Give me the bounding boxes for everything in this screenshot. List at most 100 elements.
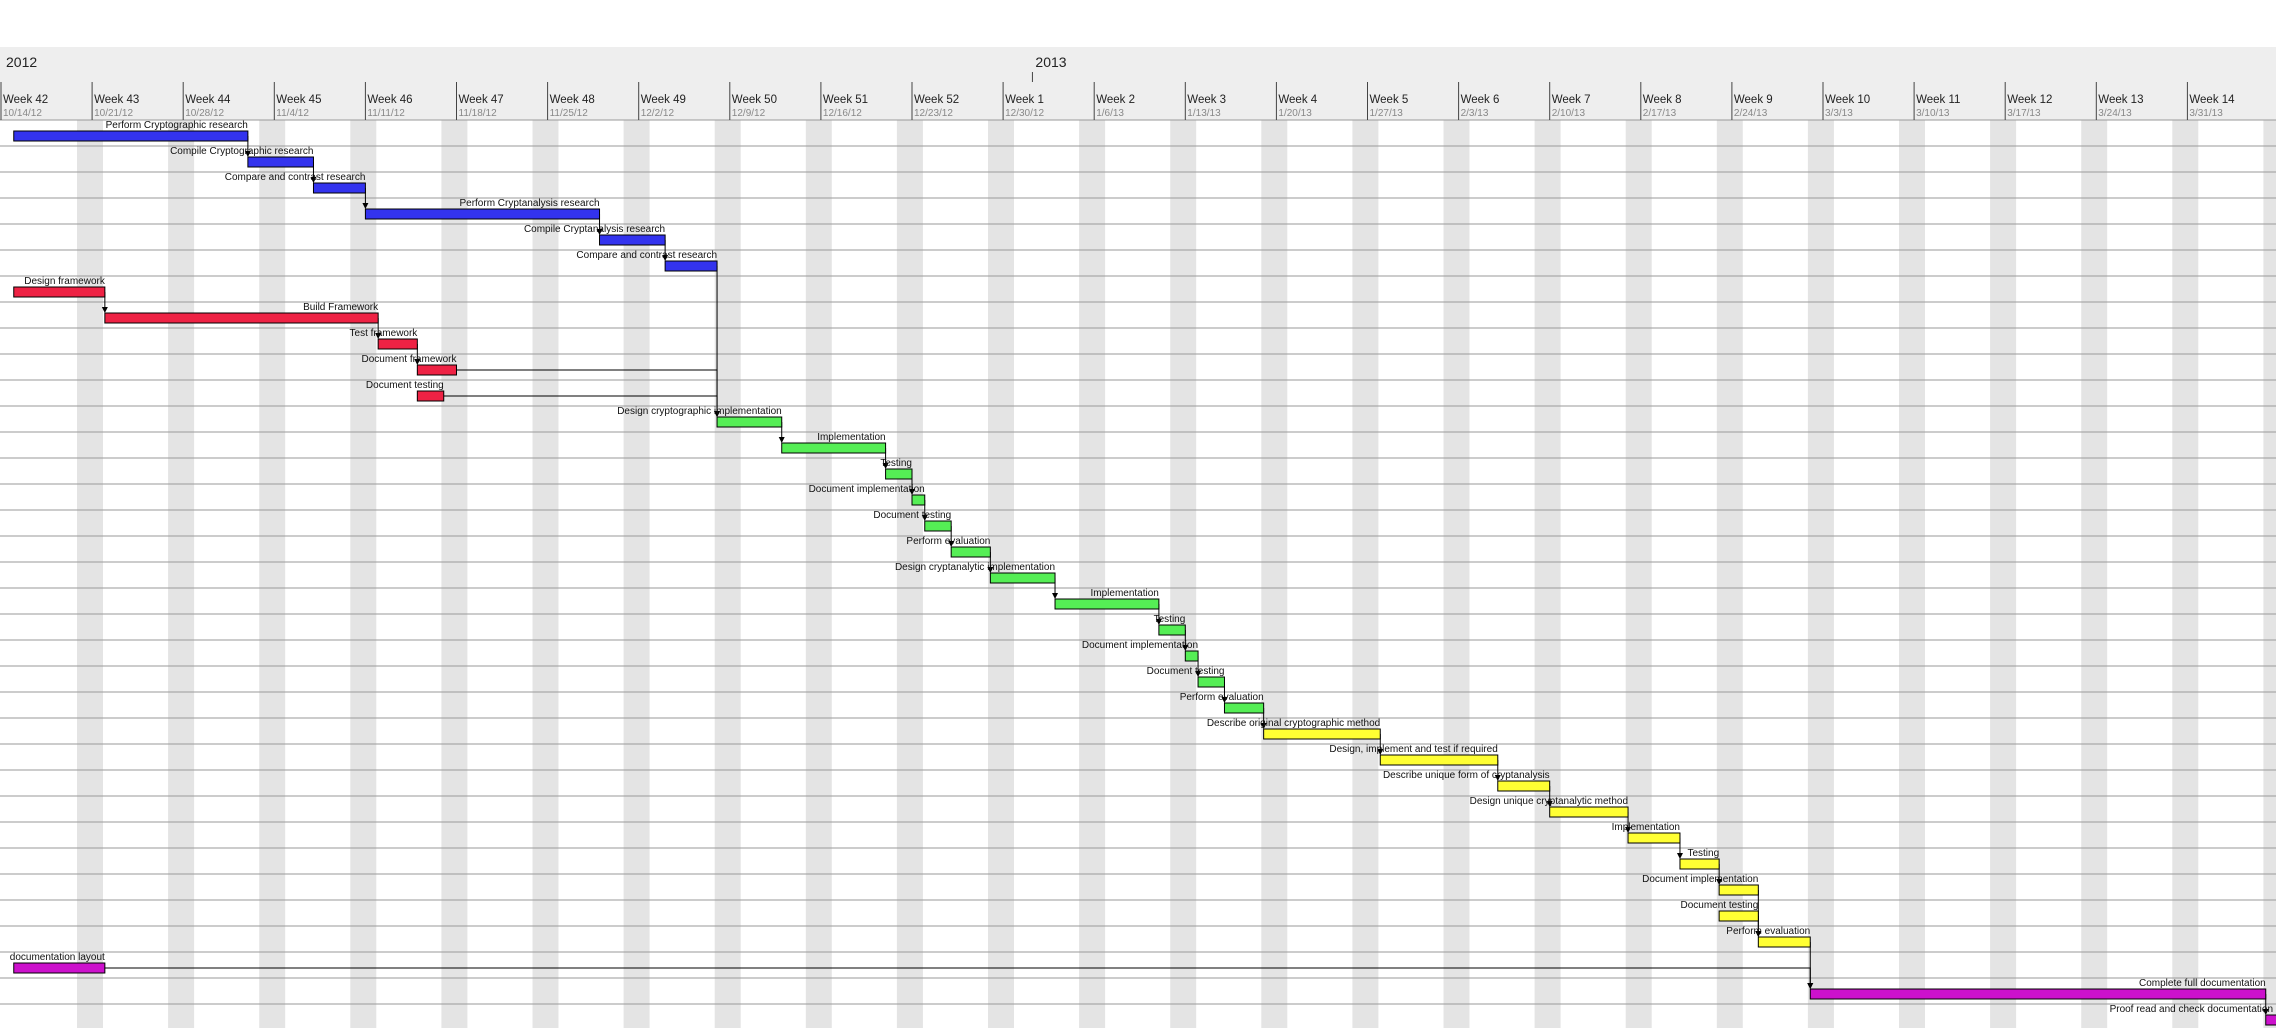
- task-label: Perform evaluation: [1180, 692, 1264, 703]
- task-label: Document implementation: [1642, 874, 1758, 885]
- year-label: 2013: [1035, 54, 1066, 70]
- week-date-label: 12/30/12: [1005, 108, 1044, 119]
- dependency-arrow: [1676, 853, 1683, 859]
- task-label: Testing: [1154, 614, 1186, 625]
- task-label: Compare and contrast research: [225, 172, 366, 183]
- dependency-arrow: [778, 437, 785, 443]
- weekend-stripe: [2172, 120, 2199, 1028]
- weekend-stripe: [1807, 120, 1834, 1028]
- week-label: Week 46: [367, 94, 412, 106]
- weekend-stripe: [896, 120, 923, 1028]
- week-label: Week 6: [1461, 94, 1500, 106]
- task-bar: [781, 442, 887, 454]
- task-bar: [664, 260, 718, 272]
- row-lines: [0, 119, 2276, 1005]
- week-stripes: [77, 120, 2276, 1028]
- task-label: Document framework: [361, 354, 457, 365]
- task-bar: [1054, 598, 1160, 610]
- week-date-label: 12/2/12: [641, 108, 675, 119]
- task-bars: [13, 130, 2276, 1026]
- task-label: Test framework: [350, 328, 419, 339]
- task-label: Build Framework: [303, 302, 379, 313]
- task-bar: [1718, 884, 1759, 896]
- week-label: Week 2: [1096, 94, 1135, 106]
- task-label: Document testing: [1680, 900, 1758, 911]
- week-label: Week 8: [1643, 94, 1682, 106]
- task-label: Compare and contrast research: [576, 250, 717, 261]
- task-bar: [1679, 858, 1720, 870]
- week-label: Week 5: [1370, 94, 1409, 106]
- week-label: Week 13: [2098, 94, 2143, 106]
- task-bar: [1379, 754, 1499, 766]
- week-label: Week 50: [732, 94, 777, 106]
- dependency-arrow: [1807, 983, 1814, 989]
- dependency-arrow: [1755, 931, 1762, 937]
- task-label: Describe unique form of cryptanalysis: [1383, 770, 1550, 781]
- week-date-label: 10/21/12: [94, 108, 133, 119]
- task-bar: [13, 962, 106, 974]
- dependency-arrow: [1155, 619, 1162, 625]
- task-label: Perform Cryptographic research: [106, 120, 248, 131]
- dependency-arrow: [1052, 593, 1059, 599]
- weekend-stripe: [1899, 120, 1925, 1028]
- task-label: Document testing: [1147, 666, 1225, 677]
- task-label: Design unique cryptanalytic method: [1470, 796, 1628, 807]
- task-bar: [1809, 988, 2267, 1000]
- dependency-arrow: [1625, 827, 1632, 833]
- dependency-arrow: [882, 463, 889, 469]
- dependency-arrow: [310, 177, 317, 183]
- week-date-label: 10/28/12: [185, 108, 224, 119]
- task-label: Perform evaluation: [906, 536, 990, 547]
- weekend-stripe: [805, 120, 832, 1028]
- dependency-arrow: [987, 567, 994, 573]
- week-date-label: 1/20/13: [1278, 108, 1312, 119]
- week-date-label: 3/31/13: [2189, 108, 2223, 119]
- weekend-stripe: [259, 120, 286, 1028]
- dependency-arrow: [948, 541, 955, 547]
- dependency-arrow: [921, 515, 928, 521]
- task-bar: [885, 468, 913, 480]
- weekend-stripe: [1716, 120, 1743, 1028]
- task-label: Compile Cryptographic research: [170, 146, 313, 157]
- week-date-label: 1/6/13: [1096, 108, 1124, 119]
- week-date-label: 1/13/13: [1187, 108, 1221, 119]
- dependency-arrow: [375, 333, 382, 339]
- weekend-stripe: [1534, 120, 1561, 1028]
- task-bar: [416, 364, 457, 376]
- week-date-label: 12/9/12: [732, 108, 766, 119]
- task-label: Document testing: [366, 380, 444, 391]
- week-date-label: 11/25/12: [550, 108, 589, 119]
- weekend-stripe: [2081, 120, 2108, 1028]
- task-label: Design framework: [24, 276, 106, 287]
- task-label: Implementation: [1612, 822, 1680, 833]
- task-bar: [950, 546, 991, 558]
- task-bar: [312, 182, 366, 194]
- task-label: documentation layout: [10, 952, 105, 963]
- weekend-stripe: [441, 120, 468, 1028]
- task-bar: [1184, 650, 1199, 662]
- year-label: 2012: [6, 54, 37, 70]
- task-bar: [1757, 936, 1811, 948]
- task-bar: [1549, 806, 1629, 818]
- task-label: Testing: [880, 458, 912, 469]
- week-label: Week 7: [1552, 94, 1591, 106]
- week-label: Week 52: [914, 94, 959, 106]
- task-bar: [377, 338, 418, 350]
- task-label: Design cryptanalytic implementation: [895, 562, 1055, 573]
- task-bar: [924, 520, 952, 532]
- dependency-arrow: [1221, 697, 1228, 703]
- week-label: Week 44: [185, 94, 231, 106]
- dependency-arrow: [1716, 879, 1723, 885]
- dependency-arrow: [1195, 671, 1202, 677]
- weekend-stripe: [1170, 120, 1197, 1028]
- week-label: Week 11: [1916, 94, 1960, 106]
- dependency-line: [443, 395, 718, 415]
- weekend-stripe: [623, 120, 650, 1028]
- task-label: Testing: [1687, 848, 1719, 859]
- task-bar: [2265, 1014, 2276, 1026]
- task-label: Document testing: [873, 510, 951, 521]
- task-bar: [104, 312, 379, 324]
- week-label: Week 45: [276, 94, 321, 106]
- week-label: Week 47: [459, 94, 504, 106]
